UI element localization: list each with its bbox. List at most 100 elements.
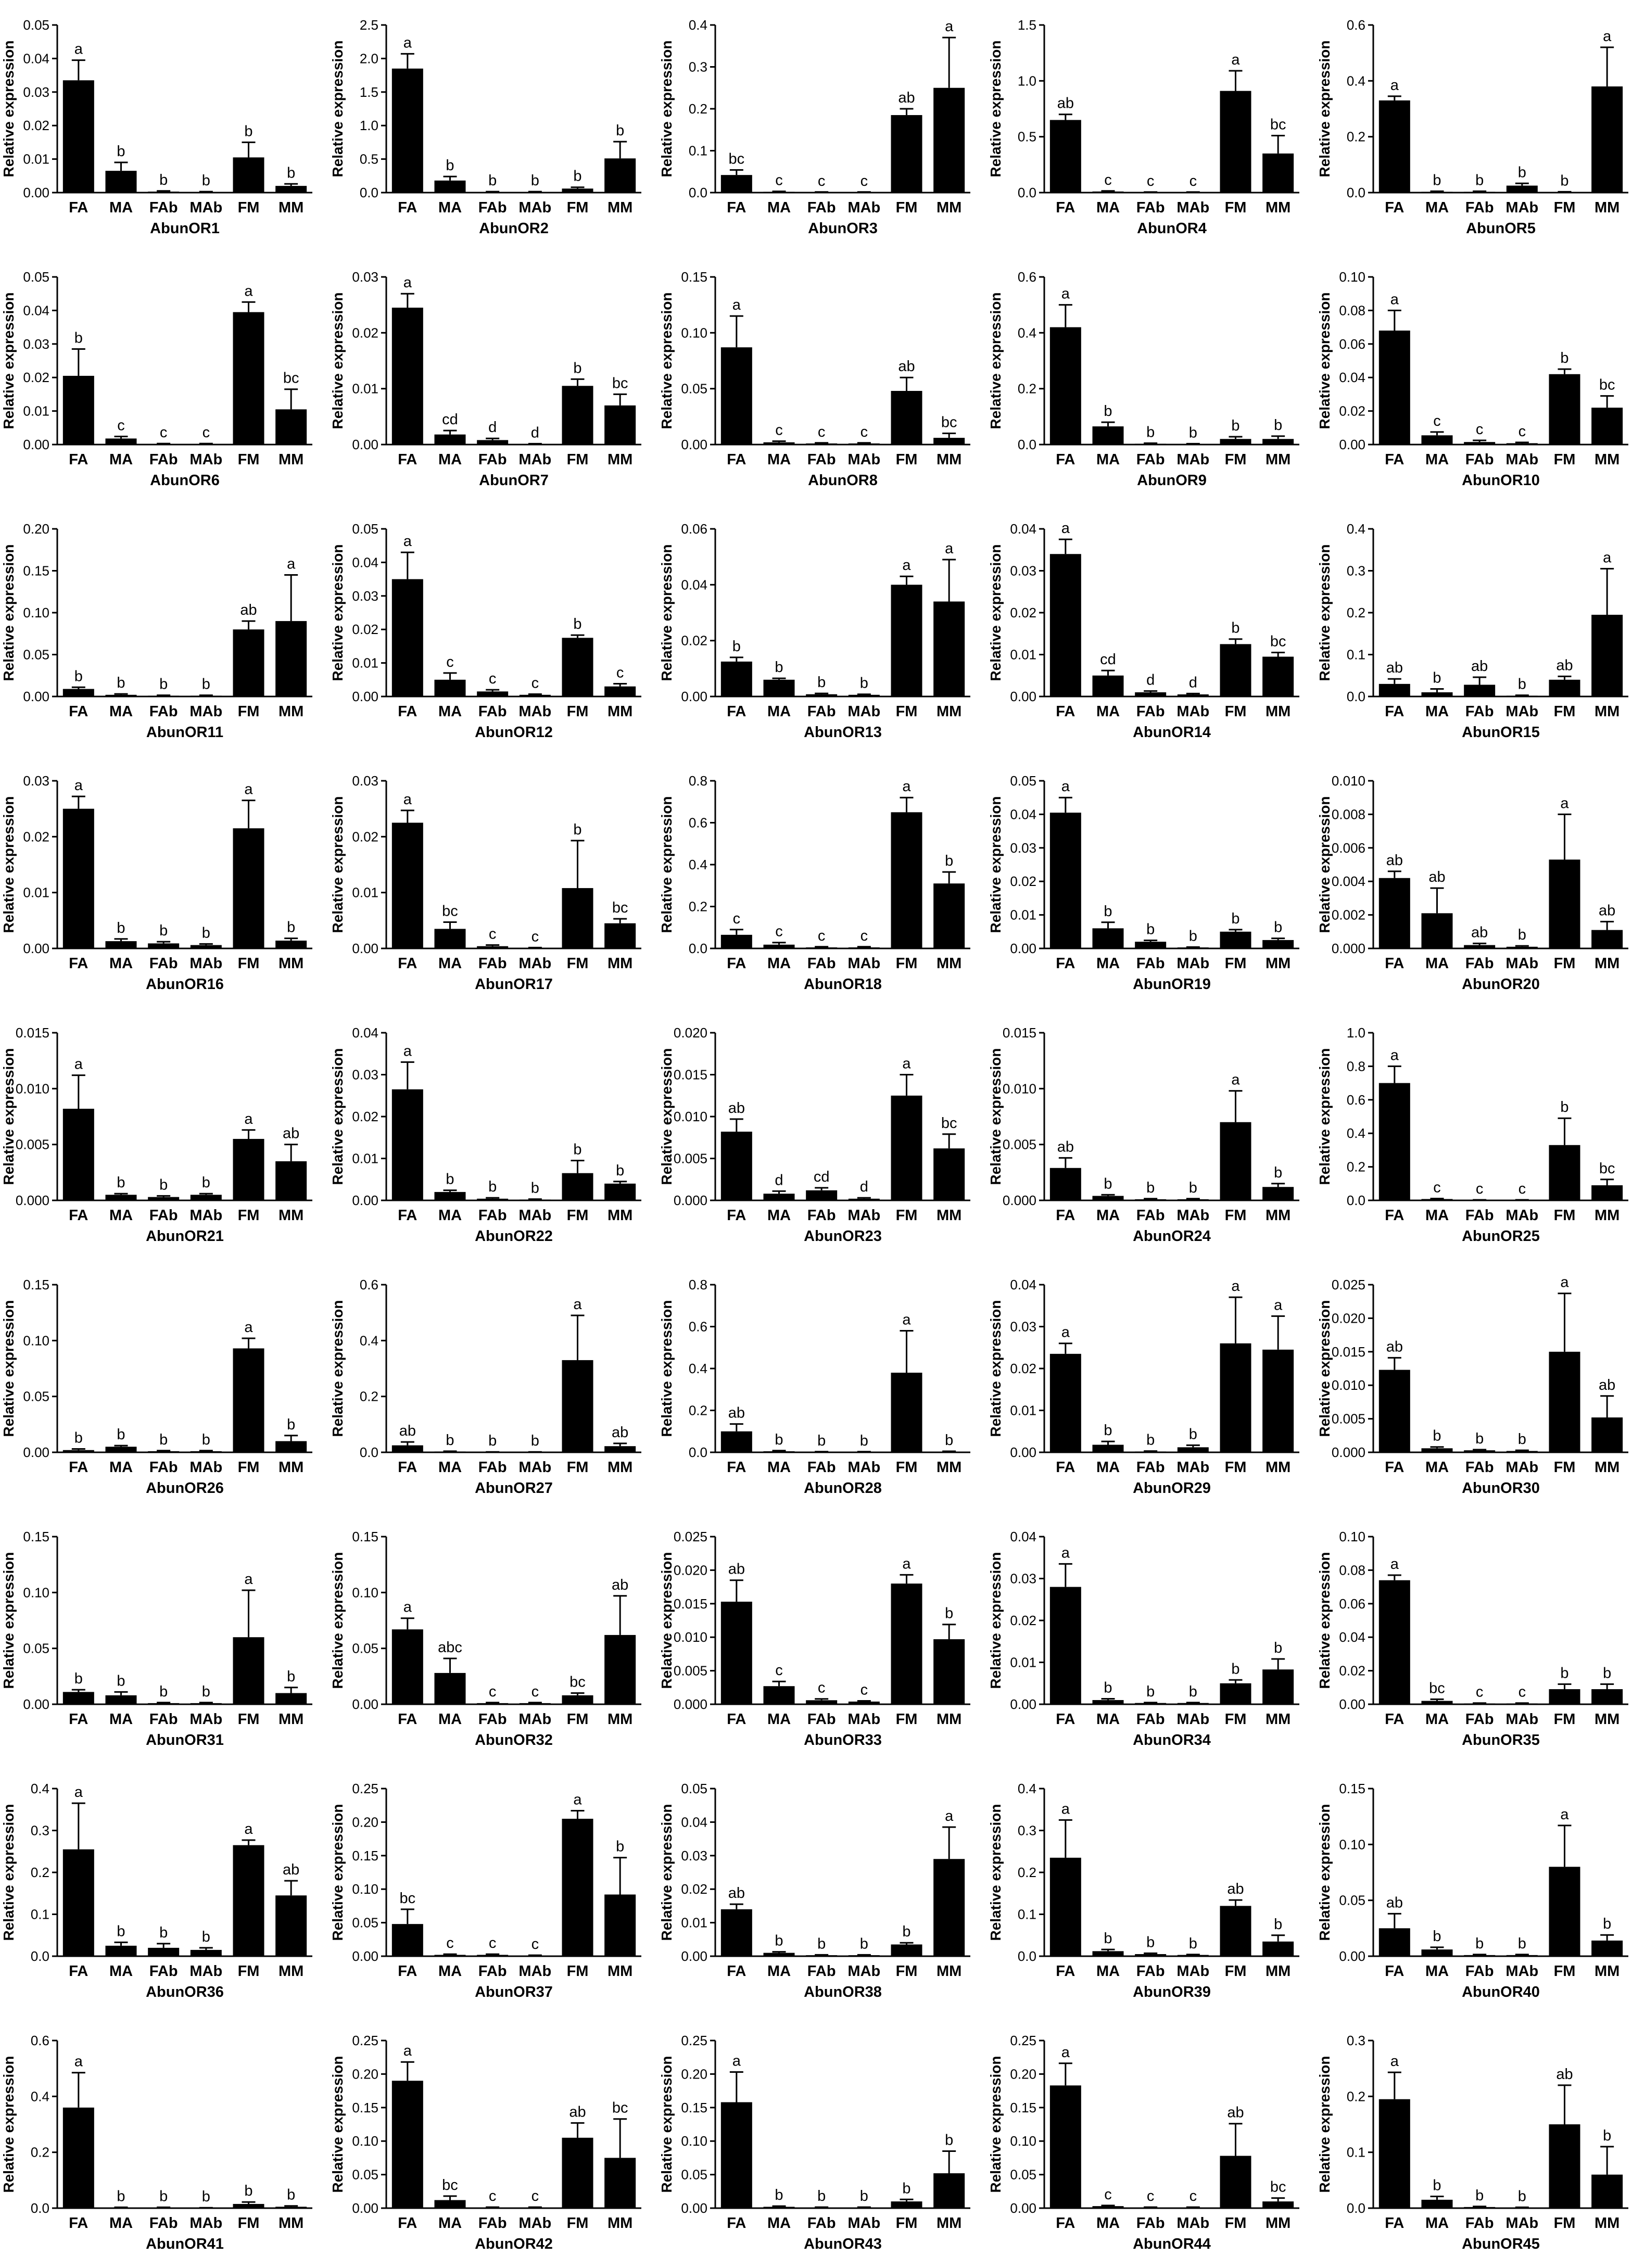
x-tick-label: FM — [567, 703, 589, 720]
significance-letter: b — [1189, 928, 1197, 944]
significance-letter: b — [860, 1433, 868, 1449]
significance-letter: a — [902, 557, 911, 574]
bar-FM — [562, 386, 593, 445]
bar-MAb — [1177, 1703, 1209, 1704]
bar-chart: 0.0000.0050.0100.015abFAbMAbFAbbMAbaFMbM… — [988, 1025, 1299, 1245]
x-tick-label: FA — [69, 1459, 88, 1476]
significance-letter: b — [117, 2188, 125, 2204]
y-tick-label: 0.0 — [1347, 185, 1365, 200]
bar-FAb — [806, 1190, 838, 1200]
y-axis-title: Relative expression — [988, 544, 1004, 681]
x-tick-label: FA — [69, 451, 88, 468]
x-tick-label: FA — [69, 199, 88, 216]
bar-MA — [1421, 913, 1453, 948]
x-tick-label: MM — [279, 199, 303, 216]
y-tick-label: 0.2 — [1347, 605, 1365, 620]
y-tick-label: 0.02 — [1010, 1613, 1036, 1628]
x-tick-label: MM — [1595, 1963, 1619, 1980]
y-tick-label: 0.2 — [31, 1865, 49, 1880]
y-tick-label: 0.04 — [352, 1025, 378, 1041]
x-tick-label: MA — [1096, 1711, 1120, 1728]
significance-letter: b — [616, 1162, 624, 1179]
y-tick-label: 0.10 — [1010, 2133, 1036, 2149]
significance-letter: b — [1146, 1934, 1155, 1950]
x-tick-label: FAb — [1465, 1459, 1494, 1476]
bar-FAb — [148, 192, 180, 193]
significance-letter: b — [202, 1431, 210, 1448]
x-tick-label: FM — [567, 955, 589, 972]
x-tick-label: FAb — [1465, 703, 1494, 720]
significance-letter: b — [1433, 1428, 1441, 1445]
y-tick-label: 0.1 — [1347, 2145, 1365, 2160]
bar-MM — [1262, 1349, 1294, 1452]
chart-panel-AbunOR17: 0.00 0.01 0.02 0.03 a FA bc MA c FAb c MAb b FM bc MM Ab… — [329, 756, 658, 1008]
y-axis-title: Relative expression — [330, 2056, 346, 2193]
bar-FA — [1049, 1168, 1081, 1200]
bar-FA — [391, 2081, 423, 2208]
x-tick-label: MA — [767, 955, 791, 972]
bar-MA — [434, 1192, 466, 1200]
x-tick-label: FM — [1225, 955, 1247, 972]
significance-letter: b — [117, 1426, 125, 1443]
significance-letter: ab — [1556, 657, 1573, 674]
bar-MAb — [519, 1199, 551, 1200]
bar-FM — [562, 1360, 593, 1452]
bar-FA — [720, 934, 752, 948]
x-tick-label: MM — [937, 1963, 961, 1980]
significance-letter: a — [902, 1056, 911, 1072]
y-tick-label: 0.05 — [1339, 1893, 1365, 1908]
y-tick-label: 0.03 — [1010, 1571, 1036, 1587]
y-tick-label: 0.02 — [352, 1109, 378, 1124]
x-tick-label: MM — [1595, 451, 1619, 468]
x-tick-label: FA — [1385, 451, 1404, 468]
y-tick-label: 0.2 — [1018, 381, 1036, 397]
x-tick-label: FA — [727, 2215, 746, 2232]
bar-chart: 0.000.010.020.03aFAbcMAcFAbcMAbbFMbcMMAb… — [330, 773, 641, 993]
bar-MAb — [1506, 695, 1538, 696]
significance-letter: ab — [1386, 1338, 1403, 1355]
x-tick-label: MM — [1595, 955, 1619, 972]
bar-FM — [1220, 644, 1251, 696]
bar-MA — [434, 434, 466, 445]
y-axis-title: Relative expression — [988, 796, 1004, 933]
y-tick-label: 0.01 — [1010, 1403, 1036, 1418]
x-axis-title: AbunOR39 — [1133, 1984, 1211, 2000]
y-tick-label: 0.002 — [1332, 907, 1365, 923]
bar-FM — [1549, 1867, 1580, 1956]
y-axis-title: Relative expression — [330, 1048, 346, 1185]
y-tick-label: 0.15 — [23, 1529, 49, 1544]
y-tick-label: 0.6 — [31, 2033, 49, 2048]
y-tick-label: 0.03 — [352, 773, 378, 789]
y-axis-title: Relative expression — [659, 40, 675, 177]
significance-letter: a — [1390, 77, 1399, 94]
bar-FA — [1049, 327, 1081, 445]
x-tick-label: MA — [109, 2215, 133, 2232]
chart-panel-AbunOR25: 0.0 0.2 0.4 0.6 0.8 1.0 a FA c MA c FAb c MAb b FM bc MM A… — [1316, 1008, 1645, 1260]
x-tick-label: MA — [767, 2215, 791, 2232]
y-axis-title: Relative expression — [988, 292, 1004, 429]
x-tick-label: MAb — [518, 1207, 551, 1224]
x-tick-label: MA — [1096, 955, 1120, 972]
bar-chart: 0.0 0.5 1.0 1.5 ab FA c MA c FAb c MAb a FM bc MM AbunOR… — [988, 17, 1299, 237]
y-tick-label: 0.6 — [1347, 17, 1365, 33]
bar-FA — [391, 579, 423, 696]
bar-FM — [233, 312, 264, 445]
significance-letter: a — [1560, 1806, 1569, 1823]
y-tick-label: 0.00 — [1010, 689, 1036, 704]
x-tick-label: MAb — [1176, 1459, 1209, 1476]
bar-FM — [891, 1944, 922, 1956]
significance-letter: d — [775, 1172, 783, 1188]
y-tick-label: 0.02 — [681, 633, 707, 649]
bar-FA — [720, 1909, 752, 1956]
bar-MA — [1421, 1448, 1453, 1452]
y-tick-label: 0.5 — [1018, 129, 1036, 145]
chart-panel-AbunOR6: 0.00 0.01 0.02 0.03 0.04 0.05 b FA c MA c FAb c MAb a F… — [0, 252, 329, 504]
x-axis-title: AbunOR14 — [1133, 724, 1211, 741]
x-tick-label: MAb — [1505, 2215, 1538, 2232]
x-tick-label: FAb — [807, 1963, 836, 1980]
bar-FM — [233, 2203, 264, 2208]
bar-MM — [275, 940, 307, 948]
x-tick-label: FM — [238, 199, 260, 216]
significance-letter: ab — [728, 1405, 745, 1422]
bar-MM — [604, 158, 636, 193]
